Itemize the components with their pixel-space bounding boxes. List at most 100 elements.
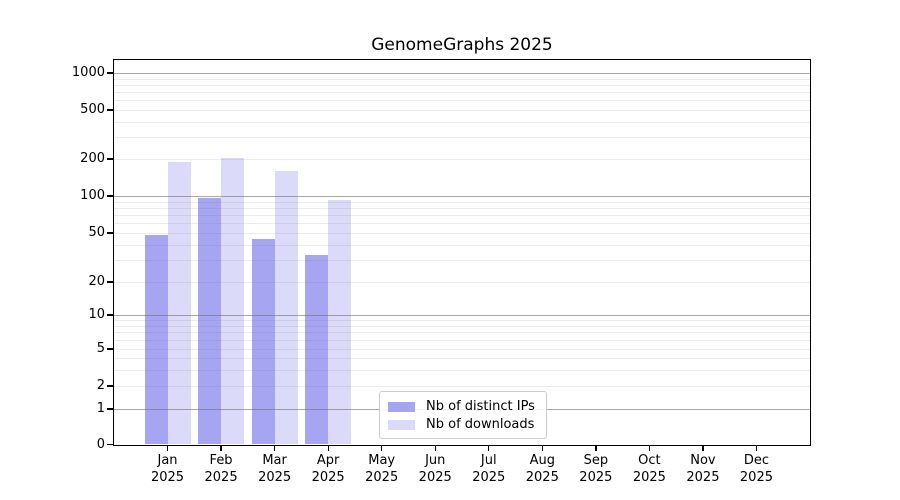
x-tick-month: Jul bbox=[480, 453, 497, 468]
minor-gridline bbox=[114, 137, 810, 139]
x-tick-label-nov: Nov 2025 bbox=[671, 453, 735, 486]
x-tick-month: Nov bbox=[690, 453, 716, 468]
bar-downloads-jan bbox=[167, 161, 191, 445]
y-tick-mark-2 bbox=[107, 385, 114, 387]
minor-gridline bbox=[114, 215, 810, 217]
x-tick-mark-aug bbox=[541, 445, 543, 451]
bar-downloads-mar bbox=[274, 170, 298, 445]
y-tick-mark-50 bbox=[107, 232, 114, 234]
minor-gridline bbox=[114, 92, 810, 94]
y-tick-mark-200 bbox=[107, 158, 114, 160]
y-tick-mark-0 bbox=[107, 443, 114, 446]
minor-gridline bbox=[114, 110, 810, 111]
minor-gridline bbox=[114, 121, 810, 123]
x-tick-mark-dec bbox=[755, 445, 758, 451]
x-tick-label-oct: Oct 2025 bbox=[617, 453, 681, 486]
minor-gridline bbox=[114, 159, 810, 160]
bar-distinct-ips-feb bbox=[198, 198, 222, 445]
x-tick-label-sep: Sep 2025 bbox=[564, 453, 628, 486]
x-tick-year: 2025 bbox=[472, 469, 506, 485]
y-tick-mark-1000 bbox=[107, 72, 114, 74]
x-tick-month: Oct bbox=[638, 453, 661, 468]
bar-downloads-apr bbox=[328, 199, 352, 445]
y-tick-label-500: 500 bbox=[80, 102, 105, 117]
x-tick-label-mar: Mar 2025 bbox=[243, 453, 307, 486]
x-tick-label-dec: Dec 2025 bbox=[724, 453, 788, 486]
y-tick-label-2: 2 bbox=[96, 378, 105, 393]
x-tick-year: 2025 bbox=[418, 469, 452, 485]
x-tick-mark-feb bbox=[220, 445, 222, 451]
x-tick-year: 2025 bbox=[686, 469, 720, 485]
minor-gridline bbox=[114, 369, 810, 371]
legend-label-downloads: Nb of downloads bbox=[426, 417, 535, 432]
minor-gridline bbox=[114, 201, 810, 203]
y-tick-mark-100 bbox=[107, 195, 114, 197]
y-tick-mark-10 bbox=[107, 314, 114, 316]
y-tick-label-100: 100 bbox=[80, 188, 105, 203]
minor-gridline bbox=[114, 207, 810, 209]
x-tick-mark-oct bbox=[648, 445, 651, 451]
y-tick-mark-1 bbox=[107, 408, 114, 410]
x-tick-month: Sep bbox=[583, 453, 609, 468]
plot-area-border bbox=[113, 59, 811, 446]
legend-row-downloads: Nb of downloads bbox=[380, 416, 546, 433]
minor-gridline bbox=[114, 332, 810, 334]
minor-gridline bbox=[114, 233, 810, 234]
bar-distinct-ips-apr bbox=[305, 255, 329, 445]
y-tick-label-20: 20 bbox=[88, 274, 105, 289]
x-tick-mark-nov bbox=[702, 445, 704, 451]
x-tick-label-jul: Jul 2025 bbox=[457, 453, 521, 486]
y-tick-label-5: 5 bbox=[96, 341, 105, 356]
x-tick-label-may: May 2025 bbox=[350, 453, 414, 486]
legend-swatch-downloads bbox=[388, 420, 415, 430]
major-gridline-10 bbox=[114, 315, 810, 317]
x-tick-month: Jan bbox=[157, 453, 178, 468]
x-tick-month: Jun bbox=[425, 453, 446, 468]
y-tick-mark-5 bbox=[107, 348, 114, 350]
x-tick-label-jan: Jan 2025 bbox=[136, 453, 200, 486]
minor-gridline bbox=[114, 78, 810, 80]
minor-gridline bbox=[114, 282, 810, 283]
legend-swatch-distinct-ips bbox=[388, 402, 415, 412]
x-tick-year: 2025 bbox=[739, 469, 773, 485]
x-tick-label-aug: Aug 2025 bbox=[510, 453, 574, 486]
x-tick-year: 2025 bbox=[204, 469, 238, 485]
minor-gridline bbox=[114, 84, 810, 86]
minor-gridline bbox=[114, 340, 810, 342]
minor-gridline bbox=[114, 223, 810, 225]
x-tick-mark-jul bbox=[488, 445, 490, 451]
x-tick-year: 2025 bbox=[311, 469, 345, 485]
x-tick-year: 2025 bbox=[579, 469, 613, 485]
minor-gridline bbox=[114, 386, 810, 387]
legend-row-distinct-ips: Nb of distinct IPs bbox=[380, 398, 546, 415]
x-tick-label-jun: Jun 2025 bbox=[403, 453, 467, 486]
y-tick-label-50: 50 bbox=[88, 225, 105, 240]
x-tick-month: Feb bbox=[209, 453, 233, 468]
x-tick-mark-sep bbox=[595, 445, 597, 451]
x-tick-mark-mar bbox=[274, 445, 276, 451]
y-tick-label-10: 10 bbox=[88, 307, 105, 322]
major-gridline-1000 bbox=[114, 73, 810, 75]
x-tick-year: 2025 bbox=[632, 469, 666, 485]
x-tick-month: Mar bbox=[262, 453, 287, 468]
x-tick-year: 2025 bbox=[365, 469, 399, 485]
y-tick-label-200: 200 bbox=[80, 151, 105, 166]
y-tick-mark-20 bbox=[107, 281, 114, 283]
x-tick-year: 2025 bbox=[525, 469, 559, 485]
minor-gridline bbox=[114, 320, 810, 322]
x-tick-mark-apr bbox=[327, 445, 329, 451]
minor-gridline bbox=[114, 100, 810, 102]
x-tick-label-apr: Apr 2025 bbox=[296, 453, 360, 486]
x-tick-month: Apr bbox=[316, 453, 340, 468]
bar-distinct-ips-mar bbox=[251, 238, 275, 445]
bar-downloads-feb bbox=[221, 157, 245, 445]
x-tick-year: 2025 bbox=[258, 469, 292, 485]
y-tick-label-1000: 1000 bbox=[71, 65, 105, 80]
y-tick-label-0: 0 bbox=[96, 436, 105, 452]
x-tick-month: May bbox=[368, 453, 396, 468]
x-tick-mark-jun bbox=[434, 445, 436, 451]
minor-gridline bbox=[114, 244, 810, 246]
